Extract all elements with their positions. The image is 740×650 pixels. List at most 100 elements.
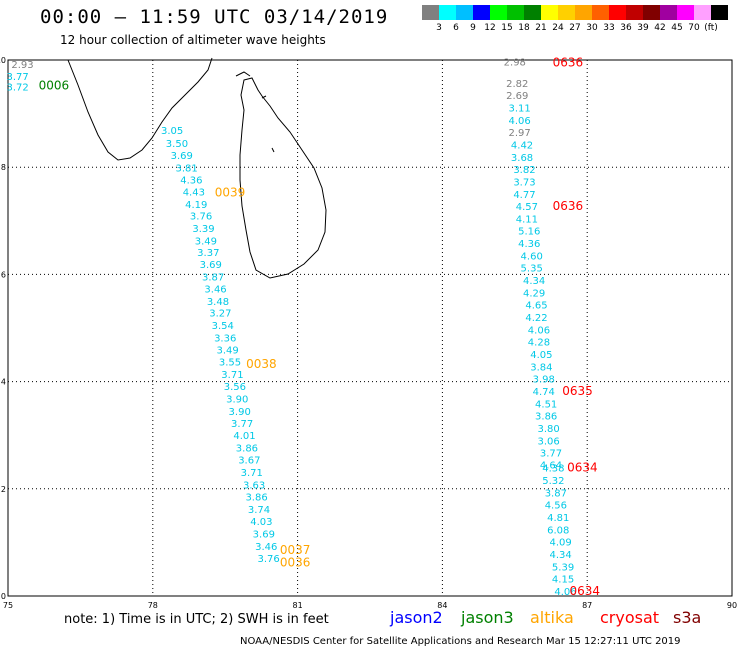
plot-border xyxy=(7,59,733,597)
wave-height-value: 3.72 xyxy=(7,83,29,94)
color-scale-label: 27 xyxy=(569,23,581,33)
wave-height-value: 4.56 xyxy=(545,501,567,512)
wave-height-value: 4.06 xyxy=(508,116,530,127)
wave-height-value: 5.16 xyxy=(518,227,540,238)
wave-height-value: 2.98 xyxy=(504,57,526,68)
color-swatch xyxy=(694,5,711,20)
wave-height-value: 3.46 xyxy=(204,285,226,296)
wave-height-value: 3.39 xyxy=(192,224,214,235)
color-scale-label: 39 xyxy=(637,23,649,33)
color-swatch xyxy=(558,5,575,20)
pass-time-label: 0036 xyxy=(280,556,311,570)
wave-height-value: 4.06 xyxy=(528,325,550,336)
legend-item-cryosat: cryosat xyxy=(600,608,660,627)
wave-height-value: 4.36 xyxy=(180,175,202,186)
color-scale-label: 70 xyxy=(688,23,700,33)
pass-time-label: 0038 xyxy=(246,357,277,371)
wave-height-value: 4.22 xyxy=(525,313,547,324)
pass-time-label: 0635 xyxy=(562,384,593,398)
color-swatch xyxy=(660,5,677,20)
wave-height-value: 4.81 xyxy=(547,513,569,524)
wave-height-value: 3.76 xyxy=(258,554,280,565)
wave-height-value: 3.77 xyxy=(540,449,562,460)
wave-height-value: 4.38 xyxy=(542,464,564,475)
legend-item-s3a: s3a xyxy=(673,608,702,627)
color-swatch xyxy=(507,5,524,20)
wave-height-value: 2.69 xyxy=(506,91,528,102)
wave-height-value: 3.69 xyxy=(171,151,193,162)
wave-height-value: 3.50 xyxy=(166,139,188,150)
y-tick-label: 6 xyxy=(1,270,6,279)
wave-height-value: 3.48 xyxy=(207,297,229,308)
wave-height-value: 5.39 xyxy=(552,562,574,573)
color-swatch xyxy=(456,5,473,20)
wave-height-value: 3.77 xyxy=(7,72,29,83)
x-tick-label: 87 xyxy=(582,601,592,610)
map-frame: 75 78 81 84 87 90 0 2 4 6 8 10 xyxy=(0,56,737,610)
wave-height-value: 3.68 xyxy=(511,153,533,164)
pass-time-label: 0634 xyxy=(567,461,598,475)
wave-height-value: 3.67 xyxy=(238,456,260,467)
y-tick-label: 10 xyxy=(0,56,6,65)
x-tick-label: 81 xyxy=(293,601,303,610)
footer-note: note: 1) Time is in UTC; 2) SWH is in fe… xyxy=(64,612,329,627)
color-scale-label: 33 xyxy=(603,23,615,33)
wave-height-value: 2.93 xyxy=(11,60,33,71)
footer-credit: NOAA/NESDIS Center for Satellite Applica… xyxy=(240,636,681,647)
color-swatch xyxy=(626,5,643,20)
color-scale-label: 24 xyxy=(552,23,564,33)
wave-height-value: 4.36 xyxy=(518,239,540,250)
color-swatch xyxy=(524,5,541,20)
pass-time-label: 0037 xyxy=(280,543,311,557)
y-tick-label: 4 xyxy=(1,378,6,387)
wave-height-value: 3.73 xyxy=(513,177,535,188)
wave-height-value: 3.71 xyxy=(221,370,243,381)
color-scale-label: 9 xyxy=(470,23,476,33)
color-swatch xyxy=(643,5,660,20)
color-swatch xyxy=(575,5,592,20)
wave-height-value: 5.32 xyxy=(542,476,564,487)
wave-height-value: 2.97 xyxy=(508,128,530,139)
color-scale-label: 15 xyxy=(501,23,513,33)
wave-height-value: 3.11 xyxy=(508,103,530,114)
color-swatch xyxy=(541,5,558,20)
y-tick-label: 2 xyxy=(1,485,6,494)
wave-height-value: 3.87 xyxy=(545,488,567,499)
pass-time-label: 0006 xyxy=(39,78,70,92)
pass-time-label: 0636 xyxy=(553,55,584,69)
wave-height-value: 4.05 xyxy=(530,350,552,361)
x-tick-label: 75 xyxy=(3,601,13,610)
color-swatch xyxy=(609,5,626,20)
wave-height-value: 3.82 xyxy=(513,165,535,176)
wave-height-value: 3.76 xyxy=(190,212,212,223)
wave-height-value: 4.01 xyxy=(233,431,255,442)
wave-height-value: 3.36 xyxy=(214,333,236,344)
wave-height-value: 4.03 xyxy=(250,517,272,528)
color-swatch xyxy=(473,5,490,20)
wave-height-value: 4.64 xyxy=(540,460,562,471)
pass-time-label: 0636 xyxy=(553,199,584,213)
wave-height-value: 3.69 xyxy=(200,260,222,271)
wave-height-value: 4.43 xyxy=(183,188,205,199)
sri-lanka-north-islands xyxy=(235,71,275,153)
color-scale-label: 18 xyxy=(518,23,530,33)
wave-height-value: 4.60 xyxy=(521,251,543,262)
wave-height-value: 3.74 xyxy=(248,505,270,516)
wave-height-value: 4.34 xyxy=(550,550,572,561)
color-scale-label: 12 xyxy=(484,23,496,33)
wave-height-value: 3.69 xyxy=(253,530,275,541)
wave-height-value: 4.09 xyxy=(550,538,572,549)
wave-height-value: 3.86 xyxy=(245,493,267,504)
india-coastline xyxy=(67,57,213,161)
wave-height-value: 2.82 xyxy=(506,79,528,90)
pass-time-label: 0634 xyxy=(570,584,601,598)
coastline xyxy=(67,57,327,279)
wave-height-value: 3.81 xyxy=(175,163,197,174)
wave-height-value: 6.08 xyxy=(547,525,569,536)
color-swatch xyxy=(439,5,456,20)
wave-height-value: 5.35 xyxy=(521,264,543,275)
color-scale-label: (ft) xyxy=(704,23,718,33)
wave-height-value: 3.90 xyxy=(226,395,248,406)
y-tick-label: 0 xyxy=(1,592,6,601)
wave-height-value: 3.49 xyxy=(216,346,238,357)
